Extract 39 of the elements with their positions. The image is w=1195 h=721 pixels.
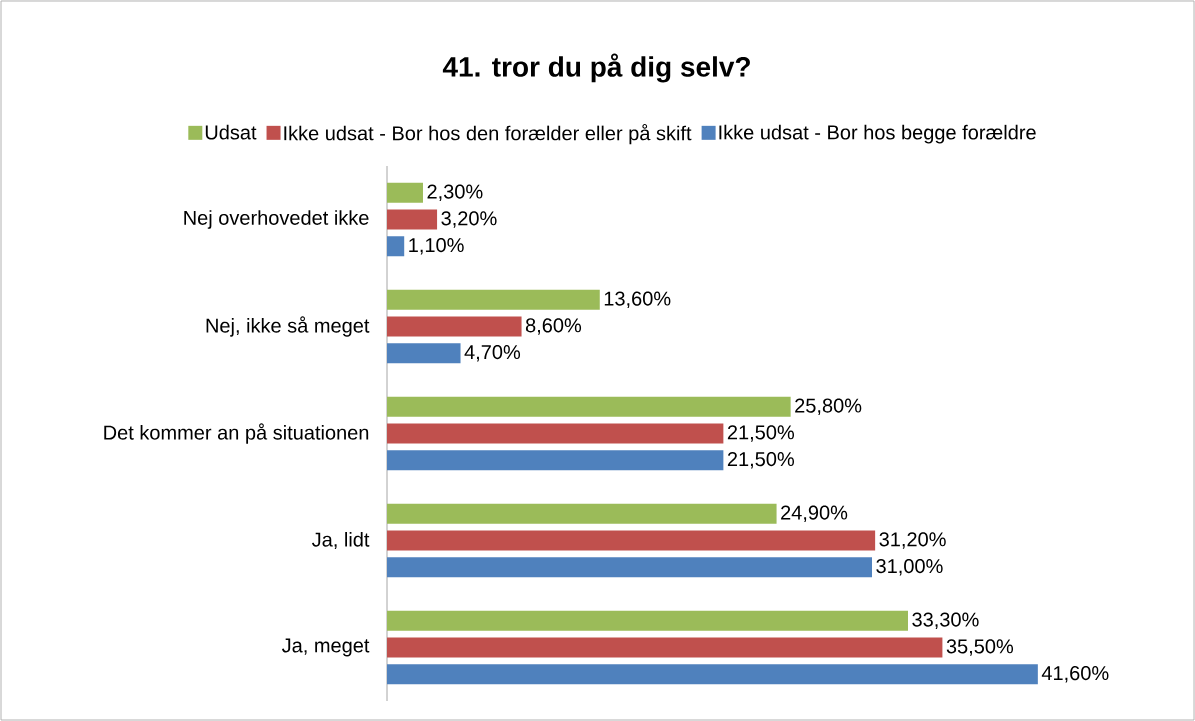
- bar: [387, 610, 908, 631]
- data-label: 2,30%: [427, 184, 483, 202]
- legend-label: Ikke udsat - Bor hos den forælder eller på skift: [284, 124, 692, 145]
- bar: [387, 236, 405, 257]
- data-label: 31,20%: [879, 532, 946, 549]
- bar: [387, 289, 600, 310]
- bar: [387, 423, 724, 444]
- bar: [387, 503, 777, 524]
- y-tick-label: Nej, ikke så meget: [206, 316, 370, 337]
- data-label: 3,20%: [441, 211, 497, 228]
- data-label: 24,90%: [781, 505, 848, 523]
- data-label: 31,00%: [876, 558, 943, 576]
- bar: [387, 664, 1038, 685]
- data-label: 21,50%: [727, 451, 795, 469]
- data-label: 4,70%: [464, 344, 521, 362]
- bar: [387, 450, 724, 471]
- bar: [387, 316, 522, 337]
- y-tick-label: Ja, meget: [281, 638, 370, 657]
- bar: [387, 530, 876, 551]
- bar: [387, 637, 943, 658]
- data-label: 41,60%: [1041, 665, 1109, 683]
- data-label: 1,10%: [409, 237, 464, 255]
- bar: [387, 557, 872, 578]
- bar: [387, 209, 438, 230]
- data-label: 35,50%: [946, 639, 1014, 656]
- y-tick-label: Nej overhovedet ikke: [184, 210, 369, 229]
- chart-title: 41. tror du på dig selv?: [442, 53, 750, 83]
- data-label: 8,60%: [525, 318, 582, 335]
- data-label: 13,60%: [604, 291, 671, 309]
- bar: [387, 182, 423, 203]
- data-label: 33,30%: [912, 612, 979, 630]
- y-tick-label: Det kommer an på situationen: [104, 423, 369, 444]
- y-tick-label: Ja, lidt: [311, 531, 370, 550]
- bar: [387, 396, 791, 417]
- legend-label: Ikke udsat - Bor hos begge forældre: [719, 124, 1036, 144]
- legend-label: Udsat: [205, 124, 257, 140]
- data-label: 25,80%: [795, 398, 862, 416]
- data-label: 21,50%: [727, 425, 795, 442]
- bar: [387, 343, 461, 364]
